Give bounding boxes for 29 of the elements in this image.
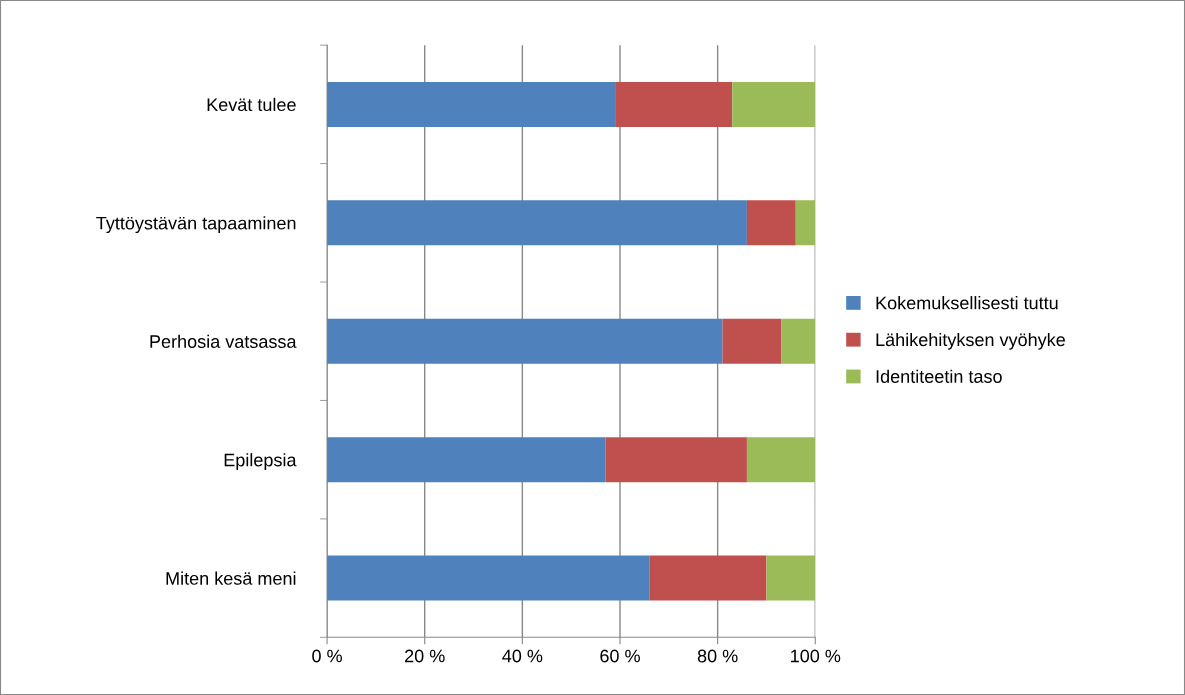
y-tick-label: Miten kesä meni [166, 571, 296, 585]
bar [327, 318, 723, 364]
y-tick-label: Perhosia vatsassa [150, 334, 297, 348]
y-tick-label: Tyttöystävän tapaaminen [96, 216, 296, 234]
bar [766, 555, 816, 601]
x-tick-label: 60 % [600, 649, 640, 663]
x-tick-label: 100 % [791, 649, 841, 663]
bar [327, 81, 616, 127]
bar [649, 555, 767, 601]
bar [327, 437, 606, 483]
x-tick-label: 0 % [312, 649, 342, 663]
legend-label: Kokemuksellisesti tuttu [876, 296, 1058, 310]
y-tick-label: Kevät tulee [207, 97, 296, 112]
bar [615, 81, 733, 127]
x-tick-label: 40 % [502, 649, 543, 663]
bar [605, 437, 747, 483]
bar [746, 200, 796, 246]
bar [795, 200, 816, 246]
y-tick-label: Epilepsia [224, 453, 297, 470]
x-tick-label: 80 % [697, 649, 738, 663]
legend-label: Identiteetin taso [876, 369, 1002, 383]
bar [722, 318, 782, 364]
x-tick-label: 20 % [405, 649, 445, 663]
bar [327, 200, 747, 246]
bar [781, 318, 816, 364]
legend-label: Lähikehityksen vyöhyke [876, 332, 1065, 350]
bar [327, 555, 650, 601]
bar [746, 437, 816, 483]
bar [732, 81, 816, 127]
